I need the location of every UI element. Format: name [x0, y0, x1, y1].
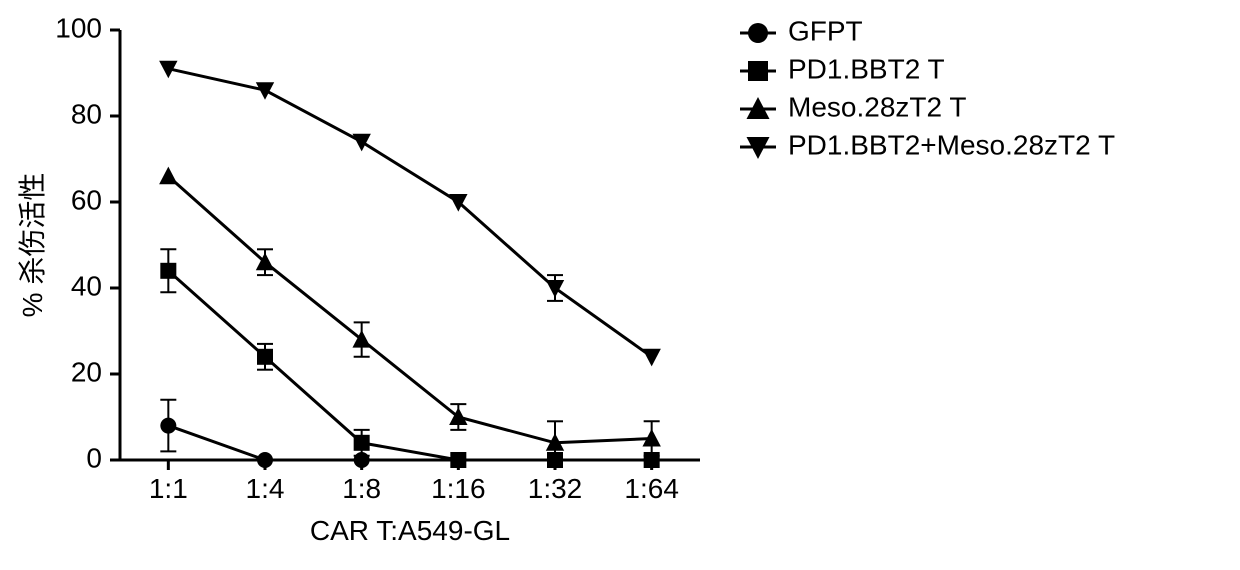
marker-triangle-up	[159, 167, 177, 185]
y-tick-label: 100	[55, 12, 102, 43]
x-tick-label: 1:16	[431, 473, 486, 504]
y-tick-label: 0	[86, 442, 102, 473]
legend-label: PD1.BBT2 T	[788, 53, 945, 84]
cytotoxicity-line-chart: 0 20 40 60 80 100 1:1 1:4 1:8 1:16 1:32 1:64 % 杀伤活性 C…	[0, 0, 1240, 570]
series-line	[168, 69, 651, 357]
y-tick-label: 20	[71, 356, 102, 387]
legend-label: PD1.BBT2+Meso.28zT2 T	[788, 129, 1115, 160]
series-line	[168, 271, 651, 460]
marker-square	[450, 452, 466, 468]
x-tick-label: 1:32	[528, 473, 583, 504]
marker-square	[160, 263, 176, 279]
marker-square	[354, 435, 370, 451]
x-axis-title: CAR T:A549-GL	[310, 515, 510, 546]
marker-triangle-down	[256, 82, 274, 100]
marker-square	[257, 349, 273, 365]
marker-circle	[257, 452, 273, 468]
legend-label: GFPT	[788, 15, 863, 46]
y-tick-label: 60	[71, 184, 102, 215]
y-tick-label: 80	[71, 98, 102, 129]
series-line	[168, 176, 651, 443]
x-tick-label: 1:8	[342, 473, 381, 504]
x-tick-label: 1:4	[246, 473, 285, 504]
x-tick-label: 1:1	[149, 473, 188, 504]
marker-circle	[160, 418, 176, 434]
marker-triangle-down	[352, 134, 370, 152]
y-tick-label: 40	[71, 270, 102, 301]
x-tick-label: 1:64	[624, 473, 679, 504]
marker-triangle-down	[546, 280, 564, 298]
legend-label: Meso.28zT2 T	[788, 91, 966, 122]
marker-square	[748, 61, 768, 81]
marker-circle	[748, 23, 768, 43]
marker-triangle-down	[642, 349, 660, 367]
y-axis-title: % 杀伤活性	[17, 173, 48, 318]
